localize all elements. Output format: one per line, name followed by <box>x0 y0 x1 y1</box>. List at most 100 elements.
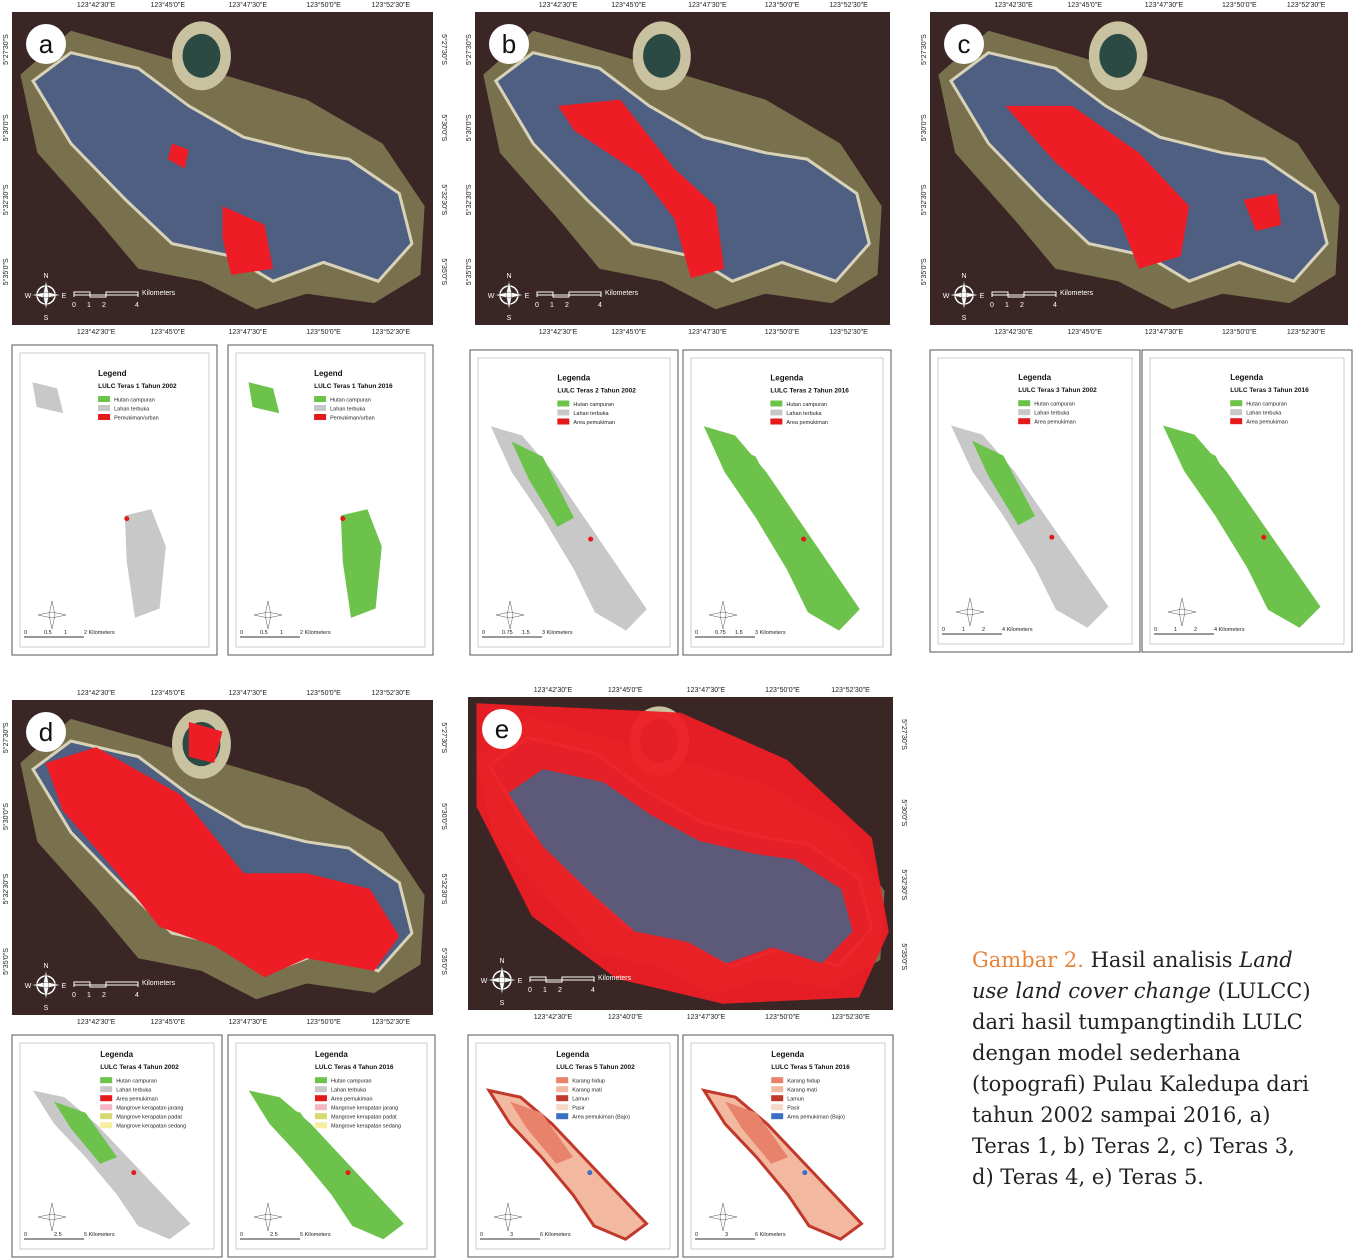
coord-label: 123°42'30"E <box>534 686 573 694</box>
coord-label: 123°42'30"E <box>539 328 578 336</box>
legend-swatch <box>557 401 569 407</box>
legend-swatch <box>315 1077 327 1083</box>
lulc-map-frame <box>470 350 678 655</box>
scale-tick: 1 <box>87 992 91 999</box>
panel-letter: e <box>495 714 509 744</box>
legend-subtitle: LULC Teras 1 Tahun 2016 <box>314 383 393 390</box>
scale-unit: Kilometers <box>598 975 632 982</box>
legend-swatch <box>314 414 326 420</box>
scale-tick: 1 <box>280 630 283 636</box>
coord-label: 5°35'0"S <box>440 258 448 285</box>
scale-tick: 0.5 <box>260 630 268 636</box>
legend-swatch <box>1018 418 1030 424</box>
coord-label: 123°45'0"E <box>150 1018 185 1026</box>
scale-tick: 2 Kilometers <box>84 630 115 636</box>
scale-tick: 0.75 <box>715 630 726 636</box>
coord-label: 123°42'30"E <box>77 689 116 697</box>
coord-label: 5°35'0"S <box>2 948 10 975</box>
coord-label: 123°52'30"E <box>372 1 411 9</box>
scale-tick: 0 <box>535 302 539 309</box>
coord-label: 123°40'0"E <box>608 1013 643 1021</box>
compass-letter: W <box>1161 610 1168 617</box>
coord-label: 5°32'30"S <box>2 873 10 904</box>
compass-letter: N <box>49 593 54 600</box>
scale-tick: 2 <box>1194 627 1197 633</box>
legend-title: Legenda <box>556 1050 589 1059</box>
legend-item: Area pemukiman <box>1034 420 1076 426</box>
scale-tick: 2 <box>102 302 106 309</box>
scale-tick: 0 <box>695 630 698 636</box>
panel-letter: d <box>39 717 53 747</box>
scale-tick: 1 <box>550 302 554 309</box>
coord-label: 5°32'30"S <box>920 184 928 215</box>
coord-label: 123°52'30"E <box>831 686 870 694</box>
coord-label: 123°42'30"E <box>77 1 116 9</box>
coord-label: 123°47'30"E <box>687 1013 726 1021</box>
coord-label: 5°27'30"S <box>900 719 908 750</box>
coord-label: 5°27'30"S <box>2 722 10 753</box>
compass-letter: S <box>508 635 513 642</box>
scale-tick: 5 Kilometers <box>84 1232 115 1238</box>
compass-letter: E <box>284 1215 289 1222</box>
legend-swatch <box>314 396 326 402</box>
legend-subtitle: LULC Teras 3 Tahun 2016 <box>1230 387 1309 394</box>
compass-letter: S <box>507 315 512 322</box>
legend-swatch <box>556 1113 568 1119</box>
coord-label: 5°27'30"S <box>2 34 10 65</box>
legend-item: Area pemukiman (Bajo) <box>572 1115 630 1121</box>
legend-item: Lahan terbuka <box>1034 411 1070 417</box>
compass-letter: E <box>284 613 289 620</box>
coord-label: 123°50'0"E <box>765 1013 800 1021</box>
legend-title: Legenda <box>1230 373 1263 382</box>
compass-letter: N <box>507 593 512 600</box>
legend-swatch <box>770 419 782 425</box>
legend-swatch <box>1018 400 1030 406</box>
legend-item: Hutan campuran <box>116 1079 157 1085</box>
coord-label: 5°35'0"S <box>465 258 473 285</box>
legend-item: Lahan terbuka <box>573 411 609 417</box>
legend-item: Hutan campuran <box>573 402 614 408</box>
legend-item: Pemukiman/urban <box>330 416 375 422</box>
coord-label: 5°32'30"S <box>900 869 908 900</box>
legend-swatch <box>556 1086 568 1092</box>
legend-item: Lahan terbuka <box>330 407 366 413</box>
compass-letter: S <box>500 1000 505 1007</box>
legend-item: Hutan campuran <box>330 398 371 404</box>
coord-label: 5°30'0"S <box>900 799 908 826</box>
legend-item: Hutan campuran <box>114 398 155 404</box>
coord-label: 123°47'30"E <box>1145 1 1184 9</box>
coord-label: 123°52'30"E <box>372 1018 411 1026</box>
scale-tick: 3 Kilometers <box>755 630 786 636</box>
legend-item: Area pemukiman <box>786 420 828 426</box>
legend-title: Legend <box>98 369 127 378</box>
compass-letter: N <box>265 593 270 600</box>
coord-label: 5°30'0"S <box>2 803 10 830</box>
compass-letter: N <box>720 593 725 600</box>
settlement <box>124 516 129 521</box>
coord-label: 123°45'0"E <box>608 686 643 694</box>
small-island-veg <box>643 34 680 78</box>
settlement <box>587 1170 592 1175</box>
coord-label: 123°45'0"E <box>611 328 646 336</box>
coord-label: 123°47'30"E <box>688 1 727 9</box>
compass-letter: N <box>43 963 48 970</box>
legend-swatch <box>98 414 110 420</box>
legend-swatch <box>100 1086 112 1092</box>
settlement <box>801 537 806 542</box>
scale-tick: 2 <box>565 302 569 309</box>
settlement <box>346 1170 351 1175</box>
legend-item: Lamun <box>572 1097 589 1103</box>
coord-label: 123°47'30"E <box>1145 328 1184 336</box>
scale-tick: 4 <box>591 987 595 994</box>
legend-item: Area pemukiman <box>1246 420 1288 426</box>
coord-label: 123°42'30"E <box>539 1 578 9</box>
compass-letter: N <box>265 1195 270 1202</box>
coord-label: 123°52'30"E <box>831 1013 870 1021</box>
scale-tick: 6 Kilometers <box>755 1232 786 1238</box>
legend-item: Mangrove kerapatan jarang <box>331 1106 398 1112</box>
legend-item: Pasir <box>787 1106 800 1112</box>
compass-letter: W <box>247 1215 254 1222</box>
coord-label: 5°35'0"S <box>900 943 908 970</box>
legend-swatch <box>771 1095 783 1101</box>
compass-letter: E <box>980 293 985 300</box>
